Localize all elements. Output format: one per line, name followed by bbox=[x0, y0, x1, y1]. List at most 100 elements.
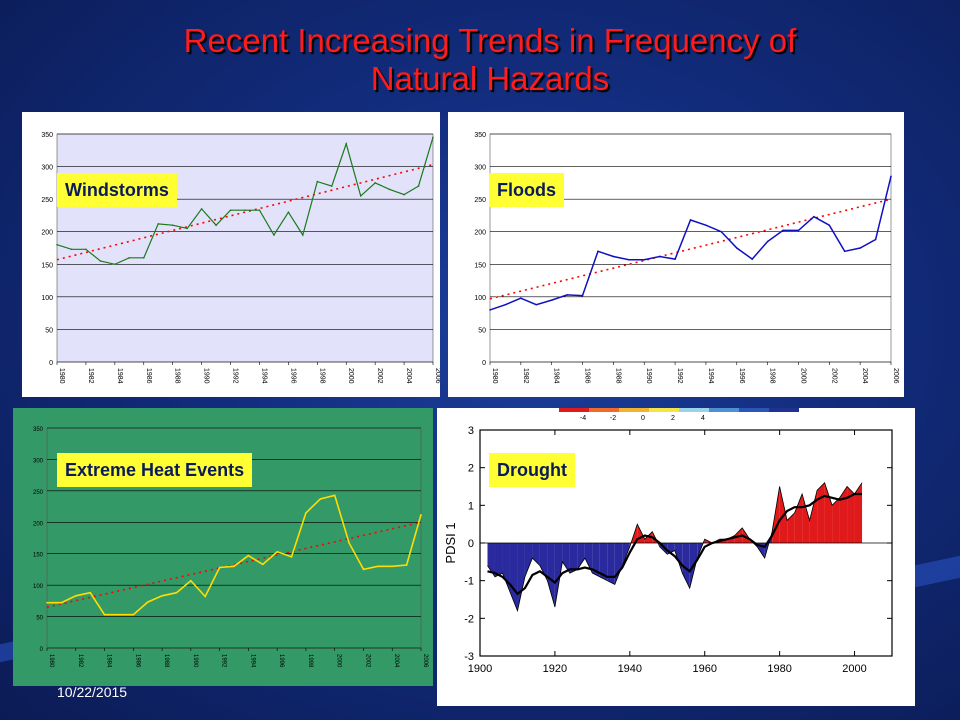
x-tick-label: 1998 bbox=[769, 368, 776, 384]
trend-line bbox=[46, 521, 422, 608]
x-tick-label: 1980 bbox=[767, 663, 791, 675]
data-point bbox=[689, 219, 692, 221]
y-tick-label: 300 bbox=[474, 165, 486, 172]
x-tick-label: 1940 bbox=[618, 663, 642, 675]
data-point bbox=[99, 260, 102, 262]
data-point bbox=[215, 224, 217, 226]
colorbar-segment bbox=[619, 408, 649, 412]
x-tick-label: 1998 bbox=[318, 368, 325, 384]
data-point bbox=[550, 299, 553, 301]
data-point bbox=[345, 142, 348, 145]
data-point bbox=[261, 563, 264, 566]
data-point bbox=[85, 248, 87, 251]
slide-title: Recent Increasing Trends in Frequency of… bbox=[100, 22, 880, 98]
data-point bbox=[74, 595, 77, 597]
data-point bbox=[405, 564, 408, 566]
data-point bbox=[276, 551, 278, 553]
heat-panel: 0 50 100 150 200 250 300 350 1980 1982 1984 1986 198… bbox=[13, 408, 433, 686]
data-point bbox=[128, 256, 131, 259]
x-tick-label: 2004 bbox=[405, 368, 412, 384]
x-tick-label: 1980 bbox=[491, 368, 498, 384]
x-tick-label: 1992 bbox=[232, 368, 239, 384]
colorbar-segment bbox=[649, 408, 679, 412]
x-tick-label: 1984 bbox=[116, 368, 123, 384]
x-tick-label: 1994 bbox=[249, 654, 255, 668]
x-tick-label: 1984 bbox=[553, 368, 560, 384]
x-tick-label: 1992 bbox=[221, 654, 227, 668]
pdsi-bar bbox=[524, 543, 533, 577]
x-tick-label: 1986 bbox=[134, 654, 140, 668]
drought-label: Drought bbox=[489, 453, 575, 487]
y-tick-label: 250 bbox=[474, 197, 486, 204]
data-point bbox=[374, 182, 376, 184]
y-tick-label: 0 bbox=[40, 647, 44, 653]
x-tick-label: 1990 bbox=[192, 654, 198, 668]
data-point bbox=[186, 227, 188, 230]
data-point bbox=[316, 180, 319, 183]
x-tick-label: 1986 bbox=[145, 368, 152, 384]
slide-date: 10/22/2015 bbox=[57, 684, 128, 700]
y-tick-label: 0 bbox=[482, 360, 486, 367]
x-tick-label: 2006 bbox=[434, 368, 440, 384]
data-point bbox=[566, 294, 568, 296]
data-point bbox=[359, 195, 362, 197]
x-tick-label: 2006 bbox=[422, 654, 428, 668]
data-point bbox=[890, 175, 892, 178]
pdsi-bar bbox=[584, 543, 593, 574]
data-point bbox=[287, 211, 290, 213]
data-point bbox=[782, 229, 784, 232]
data-point bbox=[218, 566, 221, 569]
pdsi-bar bbox=[839, 486, 848, 543]
pdsi-bar bbox=[832, 497, 840, 543]
data-point bbox=[612, 255, 615, 258]
x-tick-label: 1998 bbox=[307, 654, 313, 668]
data-point bbox=[843, 250, 846, 253]
pdsi-bar bbox=[562, 543, 570, 574]
data-point bbox=[258, 209, 261, 212]
pdsi-bar bbox=[547, 543, 555, 608]
y-axis-label: PDSI 1 bbox=[443, 522, 458, 563]
data-point bbox=[766, 240, 769, 243]
data-point bbox=[103, 613, 106, 616]
x-tick-label: 2000 bbox=[842, 663, 866, 675]
pdsi-bar bbox=[509, 543, 518, 611]
data-point bbox=[333, 494, 336, 497]
x-tick-label: 1996 bbox=[738, 368, 745, 384]
pdsi-smooth-line bbox=[487, 492, 862, 596]
y-tick-label: 100 bbox=[41, 295, 53, 302]
x-tick-label: 1996 bbox=[289, 368, 296, 384]
pdsi-bar bbox=[577, 543, 585, 570]
data-point bbox=[535, 303, 538, 306]
x-tick-label: 1992 bbox=[676, 368, 683, 384]
data-point bbox=[273, 234, 275, 236]
colorbar-tick-label: 4 bbox=[701, 415, 705, 422]
y-tick-label: 350 bbox=[33, 427, 44, 433]
pdsi-bar bbox=[817, 482, 825, 543]
pdsi-bar bbox=[607, 543, 615, 585]
x-tick-label: 1988 bbox=[163, 654, 169, 668]
pdsi-bar bbox=[847, 486, 855, 543]
x-tick-label: 2002 bbox=[364, 654, 370, 668]
y-tick-label: 100 bbox=[33, 584, 44, 590]
data-point bbox=[581, 294, 584, 297]
pdsi-bar bbox=[569, 543, 578, 574]
data-point bbox=[146, 601, 149, 603]
data-point bbox=[200, 208, 203, 210]
x-tick-label: 2002 bbox=[376, 368, 383, 384]
y-tick-label: 3 bbox=[468, 425, 474, 437]
pdsi-bar bbox=[539, 543, 548, 581]
data-point bbox=[735, 247, 738, 249]
data-point bbox=[348, 542, 350, 544]
trend-line bbox=[56, 163, 434, 261]
y-tick-label: 150 bbox=[33, 553, 44, 559]
pdsi-bar bbox=[487, 543, 495, 577]
pdsi-bar bbox=[787, 512, 795, 543]
floods-label: Floods bbox=[489, 173, 564, 207]
data-point bbox=[60, 601, 63, 604]
heat-label: Extreme Heat Events bbox=[57, 453, 253, 487]
data-point bbox=[813, 215, 815, 218]
colorbar-segment bbox=[709, 408, 739, 412]
data-point bbox=[420, 513, 422, 516]
data-point bbox=[628, 258, 630, 261]
drought-panel: -4 -2 0 2 4 -3 -2 -1 0 1 2 3 1900 1920 1940 1960 1980 200… bbox=[437, 408, 915, 706]
